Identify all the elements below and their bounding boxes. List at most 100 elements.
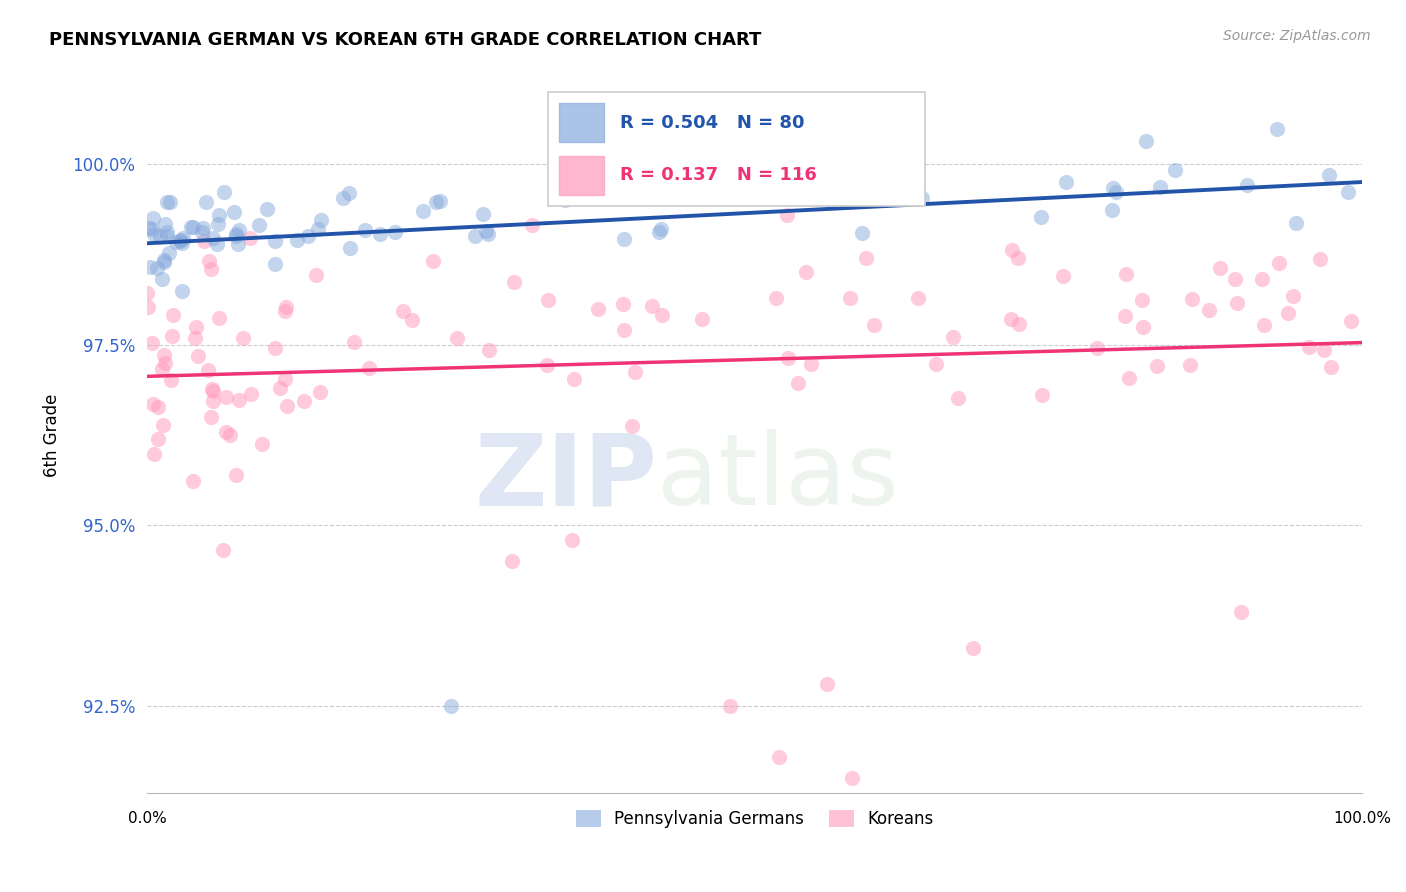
Point bbox=[962, 641, 984, 656]
Text: atlas: atlas bbox=[658, 429, 898, 526]
Text: 0.0%: 0.0% bbox=[128, 811, 166, 826]
Point bbox=[263, 341, 285, 355]
Point bbox=[274, 372, 297, 386]
Point bbox=[269, 380, 291, 394]
Point bbox=[292, 394, 315, 409]
Point bbox=[464, 229, 486, 244]
Point bbox=[228, 223, 250, 237]
Point bbox=[1054, 175, 1077, 189]
Point bbox=[153, 356, 176, 370]
Point bbox=[1085, 342, 1108, 356]
Point bbox=[1146, 359, 1168, 373]
Point bbox=[613, 232, 636, 246]
Point bbox=[775, 208, 797, 222]
Point bbox=[1001, 243, 1024, 257]
Point bbox=[1250, 272, 1272, 286]
Point bbox=[184, 331, 207, 345]
Point bbox=[1229, 605, 1251, 619]
Point bbox=[146, 432, 169, 446]
Point bbox=[187, 350, 209, 364]
Point bbox=[228, 392, 250, 407]
Point bbox=[478, 343, 501, 357]
Point bbox=[211, 543, 233, 558]
Point bbox=[207, 311, 229, 326]
Point bbox=[232, 331, 254, 345]
Point bbox=[907, 291, 929, 305]
Point bbox=[180, 219, 202, 234]
Y-axis label: 6th Grade: 6th Grade bbox=[44, 393, 60, 476]
Point bbox=[191, 225, 214, 239]
Point bbox=[412, 203, 434, 218]
Point bbox=[800, 357, 823, 371]
Point bbox=[392, 304, 415, 318]
Point bbox=[1268, 256, 1291, 270]
Point bbox=[263, 257, 285, 271]
Point bbox=[205, 236, 228, 251]
Point bbox=[160, 329, 183, 343]
Point bbox=[1282, 288, 1305, 302]
Point bbox=[197, 363, 219, 377]
Point bbox=[138, 221, 160, 235]
Point bbox=[787, 376, 810, 390]
Point bbox=[239, 387, 262, 401]
Point bbox=[215, 425, 238, 439]
Point bbox=[152, 417, 174, 432]
Point bbox=[152, 252, 174, 267]
Point bbox=[139, 260, 162, 274]
Point bbox=[621, 419, 644, 434]
Point bbox=[1180, 358, 1202, 372]
Text: PENNSYLVANIA GERMAN VS KOREAN 6TH GRADE CORRELATION CHART: PENNSYLVANIA GERMAN VS KOREAN 6TH GRADE … bbox=[49, 31, 762, 49]
Point bbox=[1309, 252, 1331, 266]
Point bbox=[212, 185, 235, 199]
Point bbox=[256, 202, 278, 216]
Point bbox=[641, 299, 664, 313]
Point bbox=[1253, 318, 1275, 333]
Point bbox=[193, 221, 215, 235]
Point bbox=[274, 300, 297, 314]
Point bbox=[794, 264, 817, 278]
Point bbox=[186, 320, 208, 334]
Point bbox=[440, 698, 463, 713]
Point bbox=[136, 300, 159, 314]
Point bbox=[425, 194, 447, 209]
Point bbox=[181, 475, 204, 489]
Point bbox=[159, 194, 181, 209]
Point bbox=[1285, 216, 1308, 230]
Point bbox=[162, 308, 184, 322]
Point bbox=[1236, 178, 1258, 192]
Point bbox=[141, 335, 163, 350]
Point bbox=[561, 533, 583, 547]
Point bbox=[1052, 268, 1074, 283]
Point bbox=[650, 222, 672, 236]
Point bbox=[586, 301, 609, 316]
Point bbox=[305, 268, 328, 282]
Point bbox=[1149, 179, 1171, 194]
Point bbox=[1114, 309, 1136, 323]
Point bbox=[152, 362, 174, 376]
Point bbox=[1164, 163, 1187, 178]
Point bbox=[370, 227, 392, 242]
Point bbox=[250, 436, 273, 450]
Point bbox=[172, 285, 194, 299]
Point bbox=[142, 227, 165, 241]
Point bbox=[946, 391, 969, 405]
Point bbox=[1265, 122, 1288, 136]
Point bbox=[198, 254, 221, 268]
Point bbox=[339, 186, 361, 201]
Point bbox=[201, 394, 224, 409]
Point bbox=[1340, 314, 1362, 328]
Point bbox=[690, 312, 713, 326]
Point bbox=[1007, 317, 1029, 331]
Point bbox=[839, 291, 862, 305]
Point bbox=[446, 331, 468, 345]
Point bbox=[200, 409, 222, 424]
Point bbox=[239, 230, 262, 244]
Point bbox=[1031, 388, 1053, 402]
Point bbox=[226, 236, 249, 251]
Point bbox=[537, 293, 560, 308]
Point bbox=[202, 231, 225, 245]
Point bbox=[1118, 371, 1140, 385]
Point bbox=[156, 194, 179, 209]
Point bbox=[247, 218, 270, 232]
Point bbox=[471, 207, 494, 221]
